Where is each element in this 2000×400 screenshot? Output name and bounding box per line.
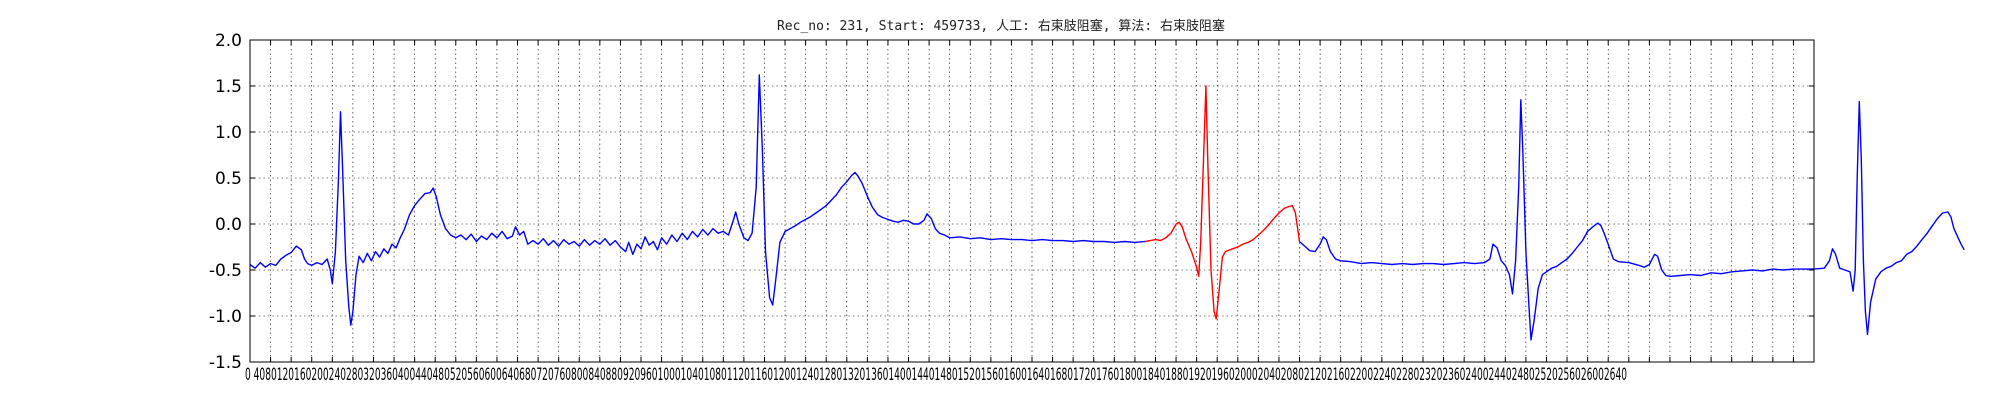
- y-tick-label: -0.5: [209, 261, 242, 281]
- y-tick-label: 0.0: [215, 215, 242, 235]
- y-tick-label: -1.0: [209, 307, 242, 327]
- y-tick-label: 1.5: [215, 77, 242, 97]
- series-layer: [249, 74, 1965, 341]
- y-tick-label: 1.0: [215, 123, 242, 143]
- y-tick-label: 0.5: [215, 169, 242, 189]
- plot-frame: [249, 39, 1815, 363]
- ecg-trace-red-highlight: [1145, 85, 1301, 320]
- ecg-trace-blue: [1299, 99, 1965, 341]
- grid-lines: [250, 40, 1814, 362]
- chart-title: Rec_no: 231, Start: 459733, 人工: 右束肢阻塞, 算…: [777, 18, 1225, 34]
- y-axis-ticks: -1.5 -1.0 -0.5 0.0 0.5 1.0 1.5 2.0: [209, 31, 1814, 373]
- ecg-trace-blue: [249, 74, 1146, 326]
- x-tick-labels: 0 40801201602002402803203604004404805205…: [245, 365, 1627, 385]
- y-tick-label: 2.0: [215, 31, 242, 51]
- y-tick-label: -1.5: [209, 353, 242, 373]
- x-axis-ticks: [249, 40, 1815, 362]
